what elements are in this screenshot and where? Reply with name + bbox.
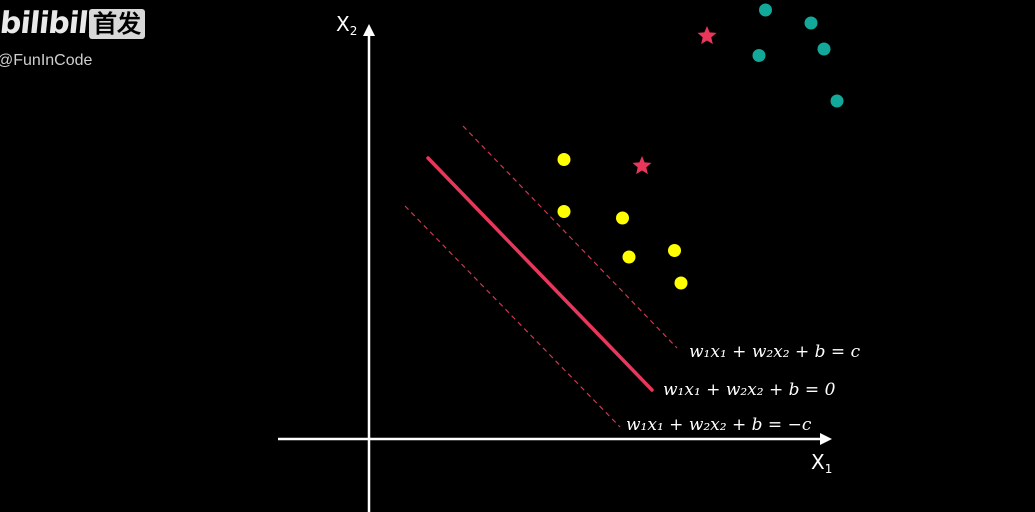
x-axis-arrow-icon <box>820 433 832 445</box>
lower-margin-line <box>404 205 621 428</box>
negative-point-1 <box>557 153 571 166</box>
y-axis-arrow-icon <box>363 24 375 36</box>
support-vector-star-icon-1 <box>697 26 717 45</box>
watermark-username: @FunInCode <box>0 52 93 69</box>
negative-class-points <box>557 153 688 290</box>
support-vector-star-icon-2 <box>632 156 652 175</box>
x-axis-label-sub: 1 <box>825 462 833 476</box>
equation-upper-margin: w₁x₁ + w₂x₂ + b = c <box>689 342 861 362</box>
negative-point-6 <box>674 276 688 290</box>
upper-margin-line <box>462 125 678 349</box>
separating-hyperplane <box>426 156 654 392</box>
x-axis-label: X1 <box>811 450 832 476</box>
x-axis-label-main: X <box>811 450 825 474</box>
y-axis-label-sub: 2 <box>350 24 358 38</box>
positive-point-3 <box>759 3 772 17</box>
positive-point-6 <box>752 49 766 62</box>
positive-point-4 <box>817 42 831 56</box>
negative-point-4 <box>622 250 636 264</box>
negative-point-3 <box>616 211 629 225</box>
positive-point-7 <box>830 94 844 108</box>
equation-lower-margin: w₁x₁ + w₂x₂ + b = −c <box>626 415 812 435</box>
support-vectors <box>632 26 717 175</box>
positive-class-points <box>752 3 844 108</box>
y-axis-label-main: X <box>336 12 350 36</box>
watermark-badge: 首发 <box>89 9 145 39</box>
negative-point-2 <box>557 205 571 218</box>
equation-hyperplane: w₁x₁ + w₂x₂ + b = 0 <box>663 380 836 400</box>
y-axis-label: X2 <box>336 12 357 38</box>
watermark: bilibili 首发 @FunInCode <box>0 6 160 76</box>
negative-point-5 <box>668 244 681 257</box>
positive-point-5 <box>804 16 818 30</box>
